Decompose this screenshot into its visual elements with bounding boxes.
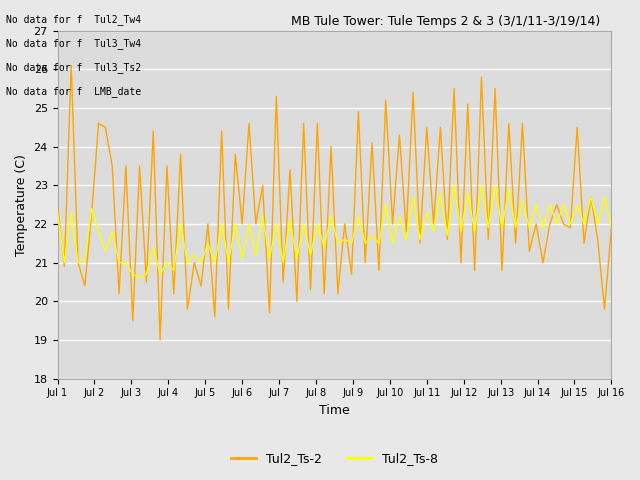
X-axis label: Time: Time — [319, 404, 350, 417]
Text: No data for f  LMB_date: No data for f LMB_date — [6, 86, 141, 97]
Legend: Tul2_Ts-2, Tul2_Ts-8: Tul2_Ts-2, Tul2_Ts-8 — [226, 447, 443, 470]
Text: No data for f  Tul2_Tw4: No data for f Tul2_Tw4 — [6, 14, 141, 25]
Text: MB Tule Tower: Tule Temps 2 & 3 (3/1/11-3/19/14): MB Tule Tower: Tule Temps 2 & 3 (3/1/11-… — [291, 15, 600, 28]
Text: No data for f  Tul3_Tw4: No data for f Tul3_Tw4 — [6, 38, 141, 49]
Y-axis label: Temperature (C): Temperature (C) — [15, 154, 28, 255]
Text: No data for f  Tul3_Ts2: No data for f Tul3_Ts2 — [6, 62, 141, 73]
